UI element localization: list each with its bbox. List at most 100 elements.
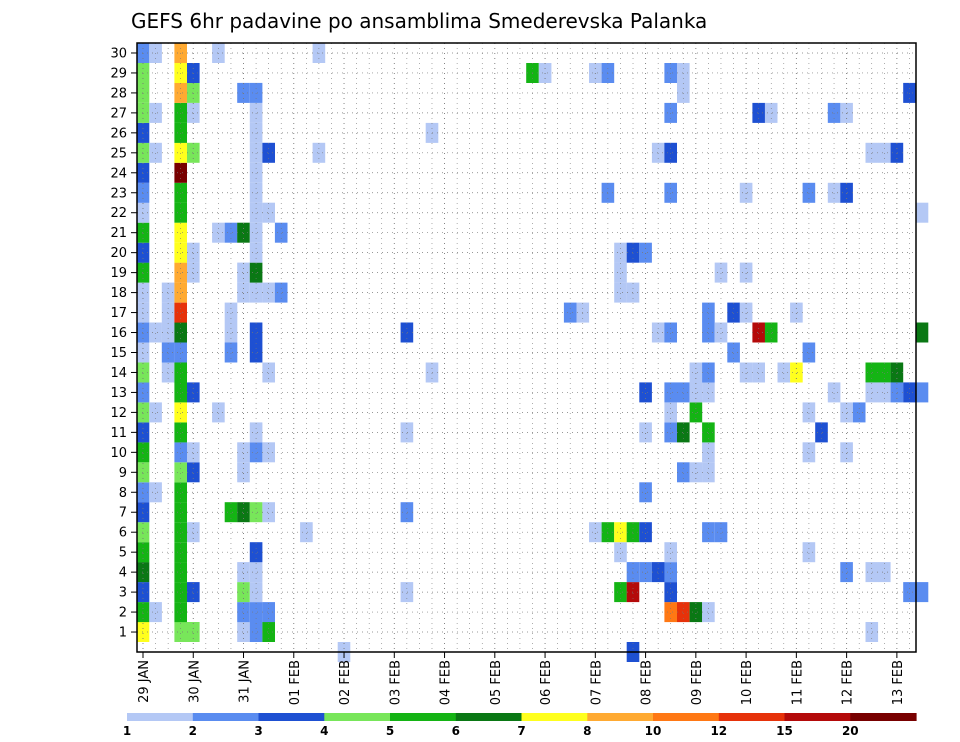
- heatmap-cell: [224, 342, 238, 363]
- heatmap-cell: [224, 322, 238, 343]
- heatmap-cell: [639, 522, 652, 543]
- heatmap-cell: [174, 362, 187, 383]
- heatmap-cell: [903, 82, 916, 103]
- legend-label: 6: [452, 724, 460, 738]
- heatmap-cell: [249, 182, 263, 203]
- heatmap-cell: [827, 102, 841, 123]
- y-tick-label: 19: [110, 266, 127, 281]
- heatmap-cell: [187, 582, 200, 603]
- heatmap-cell: [174, 602, 187, 623]
- heatmap-cell: [639, 562, 652, 583]
- legend-swatch: [521, 713, 588, 721]
- heatmap-cell: [827, 182, 841, 203]
- heatmap-cell: [249, 602, 263, 623]
- heatmap-cell: [840, 562, 853, 583]
- heatmap-cell: [249, 422, 263, 443]
- heatmap-cell: [249, 562, 263, 583]
- heatmap-cell: [689, 462, 703, 483]
- heatmap-cell: [739, 262, 753, 283]
- heatmap-cell: [664, 322, 677, 343]
- heatmap-cell: [702, 442, 715, 463]
- heatmap-cell: [664, 102, 677, 123]
- heatmap-cell: [249, 102, 263, 123]
- heatmap-cell: [174, 402, 187, 423]
- heatmap-cell: [878, 382, 891, 403]
- legend-label: 8: [583, 724, 591, 738]
- heatmap-cell: [174, 242, 187, 263]
- y-tick-label: 23: [110, 186, 127, 201]
- y-tick-label: 28: [110, 86, 127, 101]
- heatmap-cell: [840, 402, 853, 423]
- heatmap-cell: [827, 382, 841, 403]
- heatmap-cell: [664, 542, 677, 563]
- heatmap-cell: [262, 502, 275, 523]
- heatmap-cell: [852, 402, 866, 423]
- y-tick-label: 11: [110, 426, 127, 441]
- heatmap-cell: [174, 82, 187, 103]
- heatmap-cell: [249, 442, 263, 463]
- heatmap-cell: [249, 142, 263, 163]
- legend-label: 10: [645, 724, 662, 738]
- heatmap-cell: [714, 262, 728, 283]
- heatmap-cell: [664, 182, 677, 203]
- heatmap-cell: [739, 302, 753, 323]
- heatmap-cell: [249, 502, 263, 523]
- heatmap-cell: [664, 582, 677, 603]
- heatmap-cell: [614, 582, 627, 603]
- y-tick-label: 20: [110, 246, 127, 261]
- legend-label: 20: [842, 724, 859, 738]
- heatmap-cells: [136, 43, 929, 662]
- y-tick-label: 22: [110, 206, 127, 221]
- heatmap-cell: [237, 82, 250, 103]
- heatmap-cell: [752, 102, 765, 123]
- y-tick-label: 3: [119, 586, 127, 601]
- heatmap-cell: [174, 582, 187, 603]
- heatmap-cell: [651, 322, 665, 343]
- heatmap-cell: [764, 322, 778, 343]
- x-tick-label: 13 FEB: [891, 660, 906, 705]
- legend-label: 12: [710, 724, 727, 738]
- x-tick-label: 31 JAN: [238, 660, 253, 703]
- x-tick-label: 12 FEB: [841, 660, 856, 705]
- heatmap-cell: [274, 282, 288, 303]
- heatmap-cell: [915, 382, 929, 403]
- x-tick-label: 06 FEB: [539, 660, 554, 705]
- heatmap-cell: [664, 382, 677, 403]
- heatmap-cell: [790, 362, 803, 383]
- heatmap-cell: [149, 402, 162, 423]
- heatmap-cell: [714, 322, 728, 343]
- heatmap-cell: [639, 382, 652, 403]
- heatmap-cell: [300, 522, 313, 543]
- heatmap-cell: [174, 382, 187, 403]
- y-tick-label: 5: [119, 546, 127, 561]
- heatmap-cell: [237, 622, 250, 642]
- legend-swatch: [718, 713, 786, 721]
- heatmap-cell: [174, 222, 187, 243]
- y-tick-label: 15: [110, 346, 127, 361]
- heatmap-cell: [865, 622, 879, 642]
- legend-label: 5: [386, 724, 394, 738]
- heatmap-cell: [224, 502, 238, 523]
- y-tick-label: 7: [119, 506, 127, 521]
- x-tick-label: 09 FEB: [690, 660, 705, 705]
- heatmap-cell: [249, 542, 263, 563]
- heatmap-cell: [840, 182, 853, 203]
- y-tick-label: 30: [110, 46, 127, 61]
- heatmap-cell: [224, 222, 238, 243]
- legend-swatch: [455, 713, 523, 721]
- heatmap-cell: [262, 202, 275, 223]
- y-tick-label: 29: [110, 66, 127, 81]
- x-tick-label: 08 FEB: [640, 660, 655, 705]
- heatmap-cell: [589, 522, 602, 543]
- heatmap-cell: [174, 102, 187, 123]
- heatmap-cell: [739, 362, 753, 383]
- heatmap-cell: [614, 522, 627, 543]
- heatmap-cell: [224, 302, 238, 323]
- heatmap-cell: [915, 582, 929, 603]
- x-tick-label: 11 FEB: [790, 660, 805, 705]
- y-tick-label: 18: [110, 286, 127, 301]
- heatmap-cell: [174, 142, 187, 163]
- heatmap-cell: [639, 482, 652, 503]
- heatmap-cell: [174, 262, 187, 283]
